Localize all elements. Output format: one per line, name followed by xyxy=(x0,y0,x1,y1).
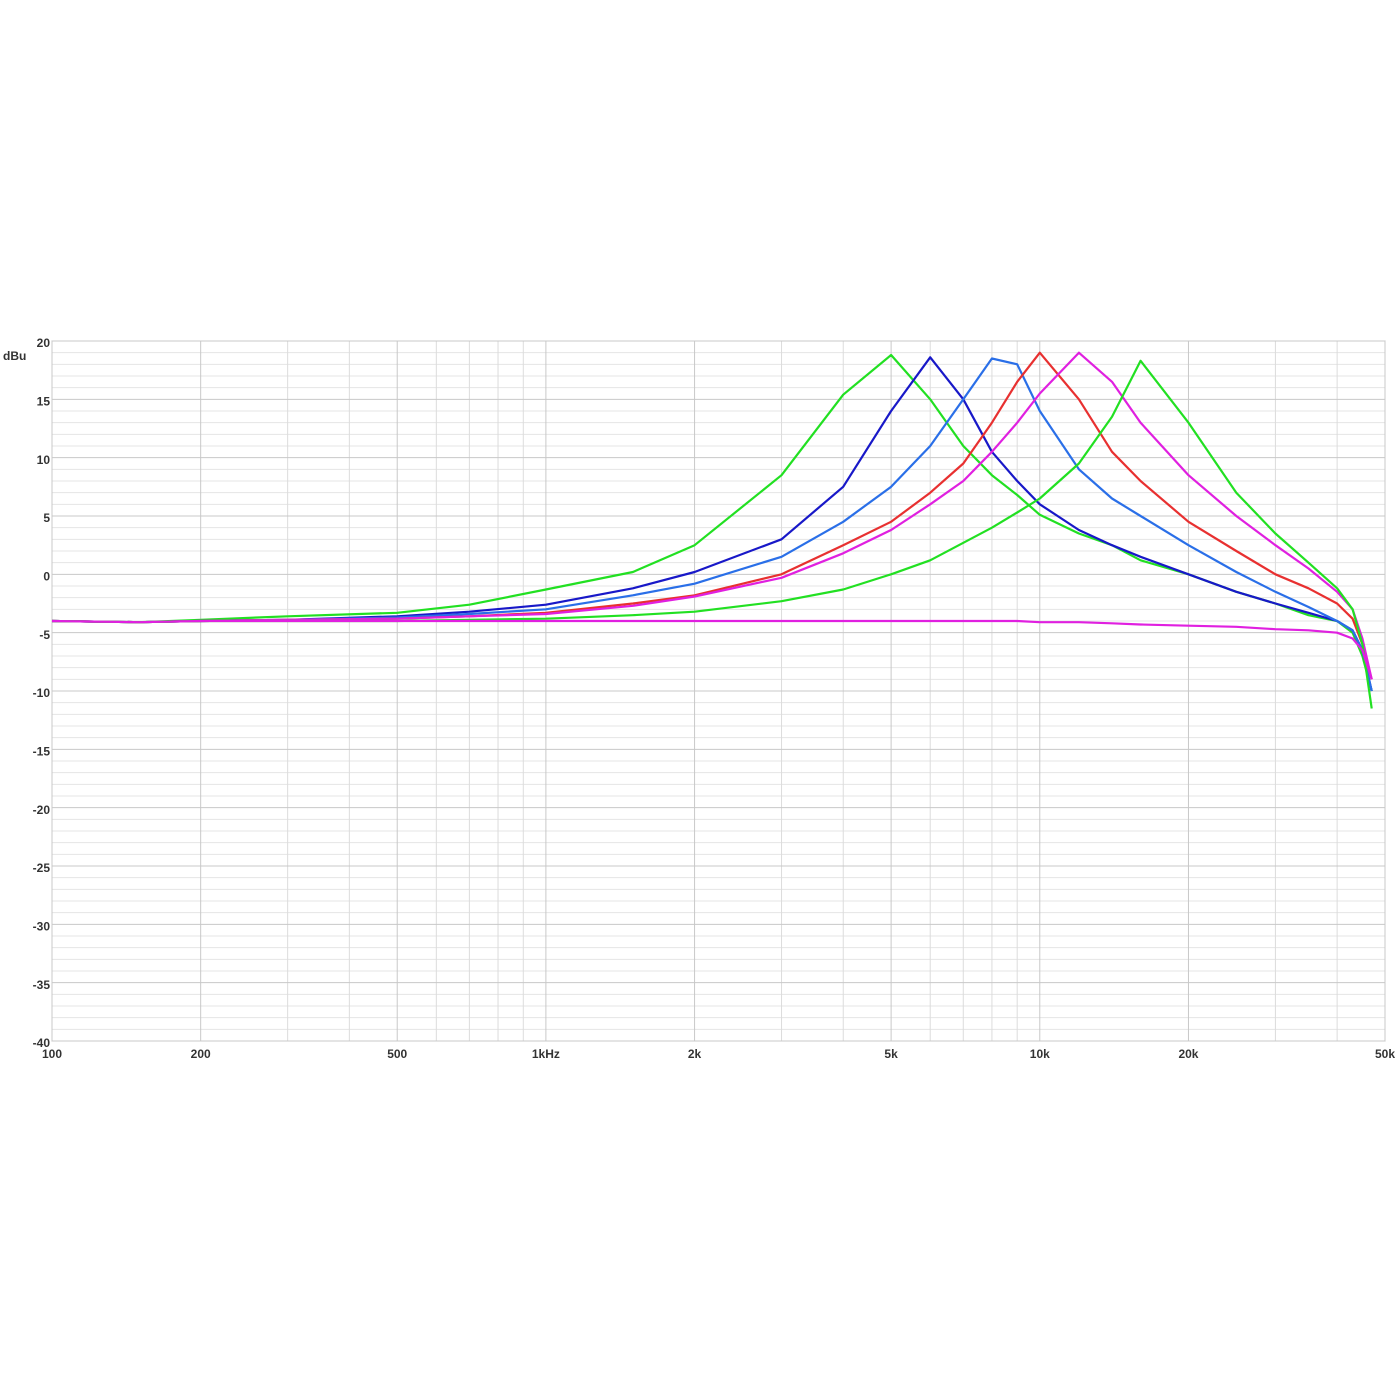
x-tick-label: 50k xyxy=(1375,1047,1395,1061)
x-tick-label: 5k xyxy=(884,1047,898,1061)
y-tick-label: -20 xyxy=(33,803,51,817)
y-tick-label: -35 xyxy=(33,978,51,992)
y-tick-label: -25 xyxy=(33,861,51,875)
x-tick-label: 2k xyxy=(688,1047,702,1061)
y-tick-label: -5 xyxy=(39,628,50,642)
series-line xyxy=(51,353,1373,692)
y-tick-label: -15 xyxy=(33,745,51,759)
series-line xyxy=(51,351,1373,680)
y-tick-label: 20 xyxy=(37,336,51,350)
x-tick-label: 1kHz xyxy=(532,1047,560,1061)
x-tick-label: 10k xyxy=(1030,1047,1050,1061)
y-tick-label: 10 xyxy=(37,453,51,467)
y-tick-label: -40 xyxy=(33,1036,51,1050)
series-line xyxy=(51,619,1373,680)
y-axis-label: dBu xyxy=(3,349,26,363)
x-tick-label: 500 xyxy=(387,1047,407,1061)
x-tick-label: 20k xyxy=(1178,1047,1198,1061)
x-tick-label: 100 xyxy=(42,1047,62,1061)
series-line xyxy=(51,356,1373,692)
y-tick-label: -10 xyxy=(33,686,51,700)
series-line xyxy=(51,357,1373,692)
y-tick-label: 15 xyxy=(37,395,51,409)
x-tick-label: 200 xyxy=(191,1047,211,1061)
y-tick-label: -30 xyxy=(33,920,51,934)
y-tick-label: 5 xyxy=(43,511,50,525)
y-tick-label: 0 xyxy=(43,570,50,584)
